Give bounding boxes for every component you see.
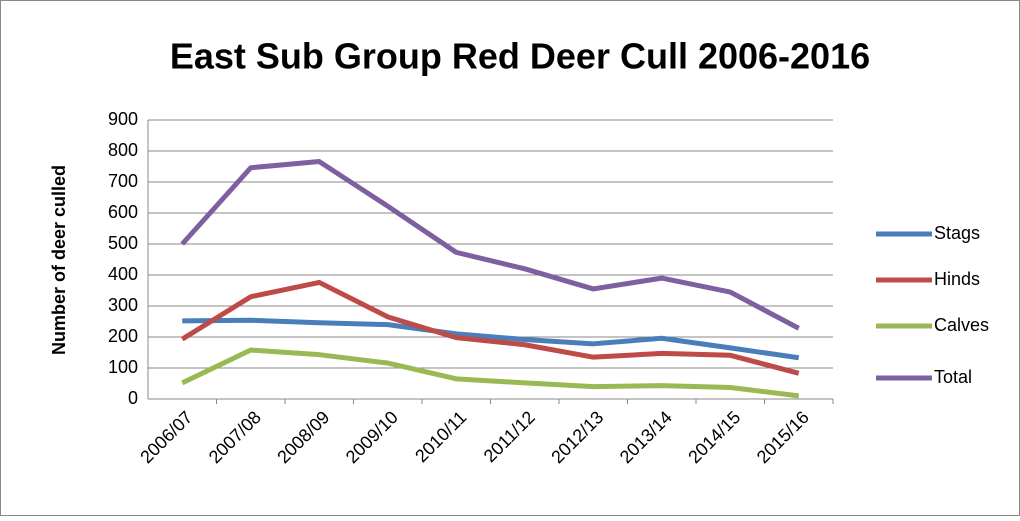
y-tick-label: 800 — [108, 140, 138, 160]
y-tick-label: 200 — [108, 326, 138, 346]
line-series — [180, 279, 800, 376]
y-tick-label: 100 — [108, 357, 138, 377]
y-axis-label: Number of deer culled — [49, 165, 69, 355]
chart-title: East Sub Group Red Deer Cull 2006-2016 — [170, 36, 870, 77]
y-tick-label: 900 — [108, 109, 138, 129]
legend-label: Hinds — [934, 269, 980, 289]
line-series — [182, 317, 800, 361]
line-series — [180, 159, 800, 331]
y-tick-label: 500 — [108, 233, 138, 253]
y-tick-label: 700 — [108, 171, 138, 191]
y-tick-label: 400 — [108, 264, 138, 284]
y-tick-label: 0 — [128, 388, 138, 408]
y-tick-label: 600 — [108, 202, 138, 222]
legend-label: Stags — [934, 223, 980, 243]
line-series — [181, 347, 800, 399]
y-tick-label: 300 — [108, 295, 138, 315]
legend-label: Calves — [934, 315, 989, 335]
legend-label: Total — [934, 367, 972, 387]
